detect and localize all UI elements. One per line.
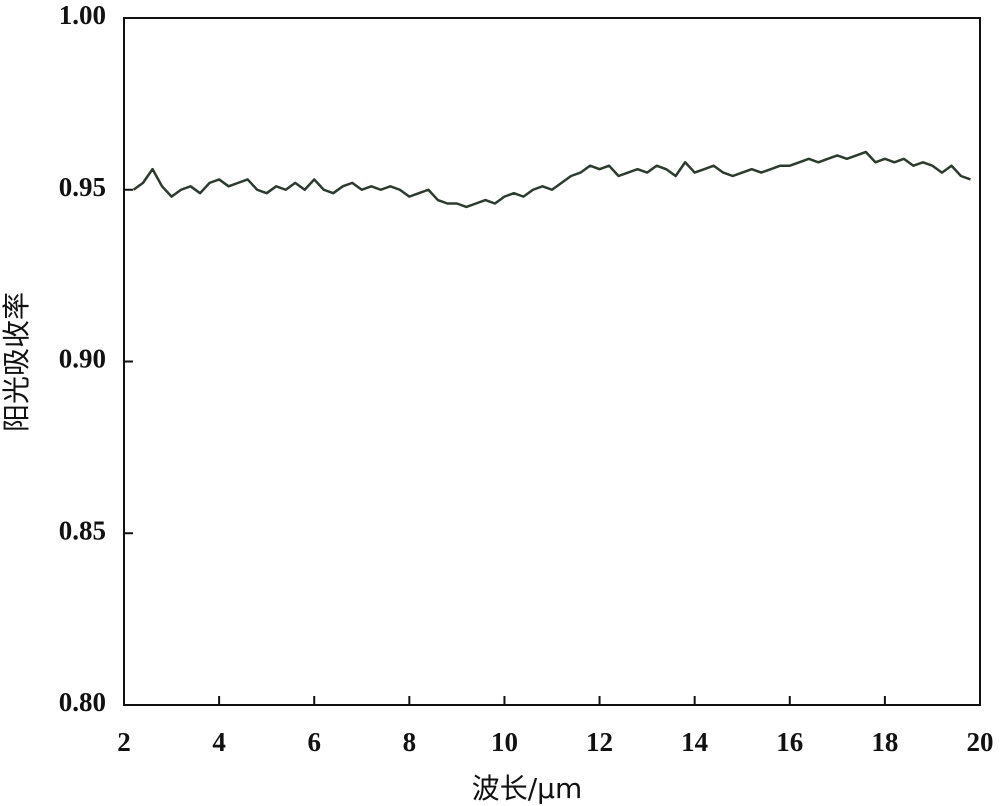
x-tick-label: 10 bbox=[491, 727, 518, 757]
x-tick-label: 4 bbox=[212, 727, 226, 757]
x-tick-label: 20 bbox=[967, 727, 994, 757]
y-axis-title: 阳光吸收率 bbox=[0, 292, 33, 432]
x-tick-label: 14 bbox=[681, 727, 708, 757]
y-tick-label: 0.95 bbox=[59, 172, 106, 202]
y-tick-label: 0.90 bbox=[59, 344, 106, 374]
x-tick-label: 6 bbox=[307, 727, 321, 757]
x-tick-label: 8 bbox=[403, 727, 417, 757]
y-tick-label: 0.85 bbox=[59, 515, 106, 545]
data-line bbox=[132, 150, 971, 209]
x-tick-label: 16 bbox=[776, 727, 803, 757]
x-tick-label: 12 bbox=[586, 727, 613, 757]
x-tick-label: 18 bbox=[871, 727, 898, 757]
y-tick-label: 1.00 bbox=[59, 0, 106, 30]
y-tick-label: 0.80 bbox=[59, 687, 106, 717]
plot-frame bbox=[123, 17, 981, 706]
x-axis-title: 波长/μm bbox=[472, 772, 583, 805]
x-tick-label: 2 bbox=[117, 727, 131, 757]
